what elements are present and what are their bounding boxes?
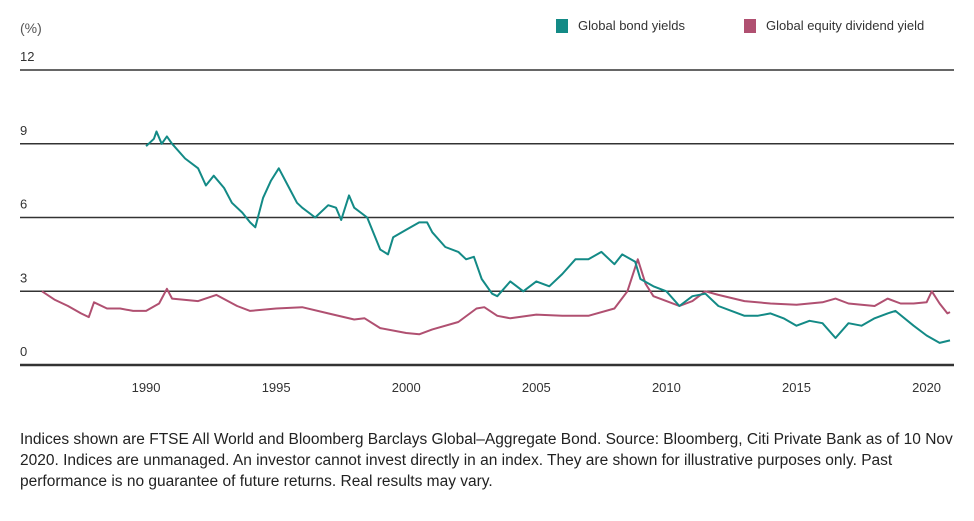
legend-swatch-equity [744, 18, 756, 33]
x-tick-label: 2020 [912, 380, 941, 395]
y-tick-label: 3 [20, 270, 27, 285]
x-tick-label: 2000 [392, 380, 421, 395]
footnote: Indices shown are FTSE All World and Blo… [20, 431, 953, 490]
legend-item-equity: Global equity dividend yield [744, 18, 924, 33]
y-tick-label: 12 [20, 49, 34, 64]
y-tick-label: 0 [20, 344, 27, 359]
legend-label-equity: Global equity dividend yield [766, 18, 925, 33]
series-line-global-bond-yields [145, 130, 951, 344]
legend-label-bond: Global bond yields [578, 18, 685, 33]
x-tick-label: 1995 [262, 380, 291, 395]
y-tick-label: 9 [20, 123, 27, 138]
series-line-global-equity-dividend-yield [41, 258, 951, 336]
x-tick-label: 2010 [652, 380, 681, 395]
y-unit-label: (%) [20, 20, 42, 36]
x-tick-label: 2015 [782, 380, 811, 395]
legend-item-bond: Global bond yields [556, 18, 685, 33]
legend-swatch-bond [556, 18, 568, 33]
x-tick-label: 2005 [522, 380, 551, 395]
y-tick-label: 6 [20, 197, 27, 212]
x-tick-label: 1990 [132, 380, 161, 395]
line-chart: (%) 0 3 6 9 12 1990 1995 2000 2005 2010 2015 2020 [20, 20, 954, 395]
